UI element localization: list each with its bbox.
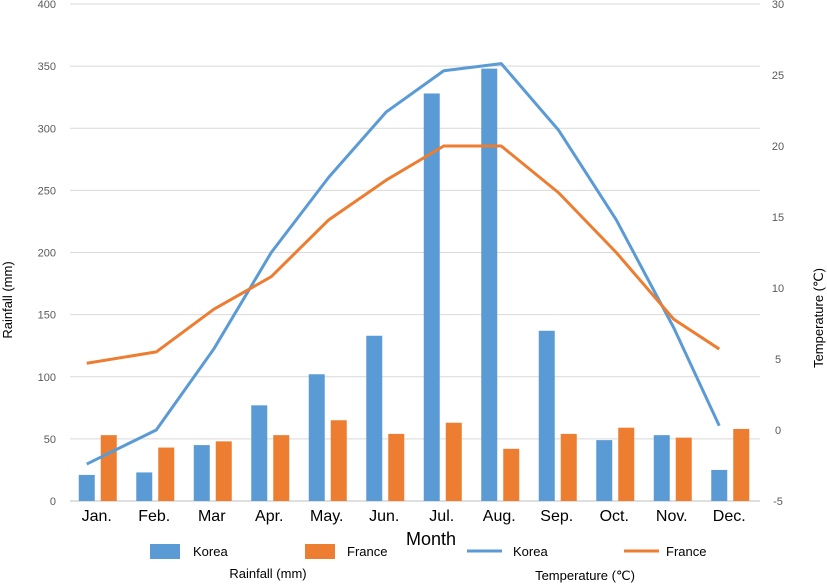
bar-korea-6 (423, 93, 440, 502)
line-korea-temperature (86, 62, 721, 466)
x-tick-label: Nov. (656, 508, 688, 525)
x-tick-label: Aug. (483, 508, 516, 525)
y2-tick-label: 25 (772, 70, 784, 82)
bar-france-4 (330, 420, 347, 501)
line-france-temperature (86, 144, 721, 365)
bar-france-8 (560, 433, 577, 501)
bar-korea-4 (308, 374, 325, 501)
bar-korea-0 (78, 474, 95, 501)
bar-korea-3 (251, 405, 268, 501)
bar-france-2 (215, 441, 232, 501)
y-tick-label: 50 (44, 434, 56, 446)
y-axis-title: Rainfall (mm) (0, 261, 15, 338)
y-tick-label: 100 (38, 372, 56, 384)
y2-tick-label: 5 (775, 354, 781, 366)
y-tick-label: 200 (38, 248, 56, 260)
x-tick-label: May. (310, 508, 343, 525)
bar-france-6 (445, 422, 462, 501)
bar-france-7 (503, 448, 520, 501)
line-marks (86, 62, 721, 466)
bar-korea-8 (538, 330, 555, 501)
bar-korea-2 (193, 445, 210, 501)
y-tick-label: 400 (38, 0, 56, 11)
x-tick-label: Dec. (713, 508, 746, 525)
x-tick-label: Feb. (138, 508, 170, 525)
x-tick-label: Mar (198, 508, 226, 525)
legend-label-korea-temperature: Korea (513, 544, 548, 559)
bar-korea-7 (481, 68, 498, 502)
legend-swatch-france-rainfall (305, 544, 335, 559)
y2-tick-label: -5 (773, 496, 783, 508)
legend-group-rainfall: Rainfall (mm) (229, 566, 306, 581)
bar-france-5 (388, 433, 405, 501)
bar-france-3 (273, 435, 290, 501)
legend-swatch-korea-rainfall (150, 544, 180, 559)
bar-france-11 (733, 428, 750, 501)
y-tick-label: 300 (38, 123, 56, 135)
bar-marks (78, 68, 750, 502)
x-tick-label: Jul. (429, 508, 454, 525)
y-tick-label: 150 (38, 310, 56, 322)
legend-group-temperature: Temperature (℃) (535, 568, 635, 583)
left-axis-ticks: 0 50 100 150 200 250 300 350 400 (38, 0, 56, 508)
y2-tick-label: 0 (775, 425, 781, 437)
x-tick-label: Sep. (540, 508, 573, 525)
gridlines (70, 3, 760, 502)
bar-korea-10 (653, 435, 670, 501)
y-tick-label: 250 (38, 185, 56, 197)
bar-france-9 (618, 427, 635, 501)
y-tick-label: 0 (50, 496, 56, 508)
x-axis-ticks: Jan. Feb. Mar Apr. May. Jun. Jul. Aug. Sep. Oct. N… (82, 508, 746, 525)
bar-france-10 (675, 437, 692, 501)
y2-tick-label: 30 (772, 0, 784, 11)
x-tick-label: Jun. (369, 508, 399, 525)
legend-label-france-rainfall: France (347, 544, 387, 559)
y2-tick-label: 20 (772, 141, 784, 153)
y2-tick-label: 10 (772, 283, 784, 295)
y2-axis-title: Temperature (℃) (811, 268, 826, 368)
y2-tick-label: 15 (772, 212, 784, 224)
legend: Korea France Korea France Rainfall (mm) … (150, 544, 706, 583)
y-tick-label: 350 (38, 61, 56, 73)
bar-korea-9 (596, 440, 613, 501)
x-tick-label: Oct. (600, 508, 629, 525)
legend-label-korea-rainfall: Korea (193, 544, 228, 559)
bar-korea-11 (711, 469, 728, 501)
bar-france-1 (158, 447, 175, 501)
bar-korea-5 (366, 335, 383, 501)
bar-korea-1 (136, 472, 153, 501)
right-axis-ticks: -5 0 5 10 15 20 25 30 (772, 0, 784, 508)
legend-label-france-temperature: France (666, 544, 706, 559)
x-tick-label: Jan. (82, 508, 112, 525)
x-tick-label: Apr. (255, 508, 283, 525)
x-axis-title: Month (406, 529, 456, 549)
bar-france-0 (100, 435, 117, 501)
